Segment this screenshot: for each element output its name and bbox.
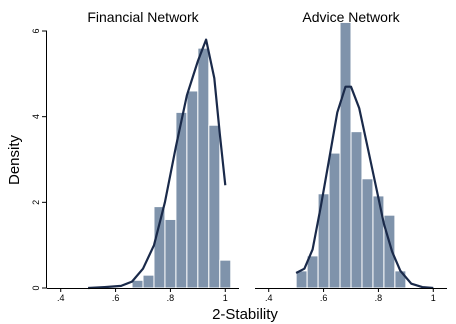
advice-x-tick-label-1: .6: [320, 293, 328, 303]
y-axis-title: Density: [6, 134, 23, 185]
financial-x-tick-label-0: .4: [57, 293, 65, 303]
advice-x-tick-label-0: .4: [265, 293, 273, 303]
financial-density-curve: [88, 38, 227, 290]
advice-x-tick-label-3: 1: [431, 293, 436, 303]
advice-bar-9: [394, 270, 407, 289]
advice-bar-7: [372, 195, 385, 289]
advice-panel-title: Advice Network: [302, 9, 400, 25]
advice-bar-5: [350, 131, 363, 289]
advice-bar-0: [295, 270, 308, 289]
financial-x-tick-label-3: 1: [223, 293, 228, 303]
financial-bar-7: [208, 124, 221, 289]
x-axis-title: 2-Stability: [212, 306, 278, 323]
financial-bar-2: [153, 206, 166, 289]
y-tick-label-0: 0: [31, 285, 41, 290]
y-tick-label-1: 2: [31, 200, 41, 205]
advice-bar-6: [361, 178, 374, 289]
financial-panel-title: Financial Network: [87, 9, 199, 25]
financial-bar-8: [219, 259, 232, 289]
advice-x-tick-label-2: .8: [375, 293, 383, 303]
financial-x-tick-label-1: .6: [112, 293, 120, 303]
advice-bar-3: [328, 152, 341, 289]
y-tick-label-2: 4: [31, 114, 41, 119]
financial-bar-0: [131, 279, 144, 289]
financial-x-tick-label-2: .8: [167, 293, 175, 303]
plot-layer: Financial Network .4 .6 .8 1 0 2 4 6 Advice Netwo…: [31, 9, 447, 303]
advice-bar-4: [339, 21, 352, 289]
y-tick-label-3: 6: [31, 28, 41, 33]
financial-bar-5: [186, 90, 199, 289]
financial-bar-1: [142, 274, 155, 289]
advice-density-curve: [295, 85, 434, 290]
financial-bar-3: [164, 218, 177, 289]
financial-bar-6: [197, 47, 210, 289]
